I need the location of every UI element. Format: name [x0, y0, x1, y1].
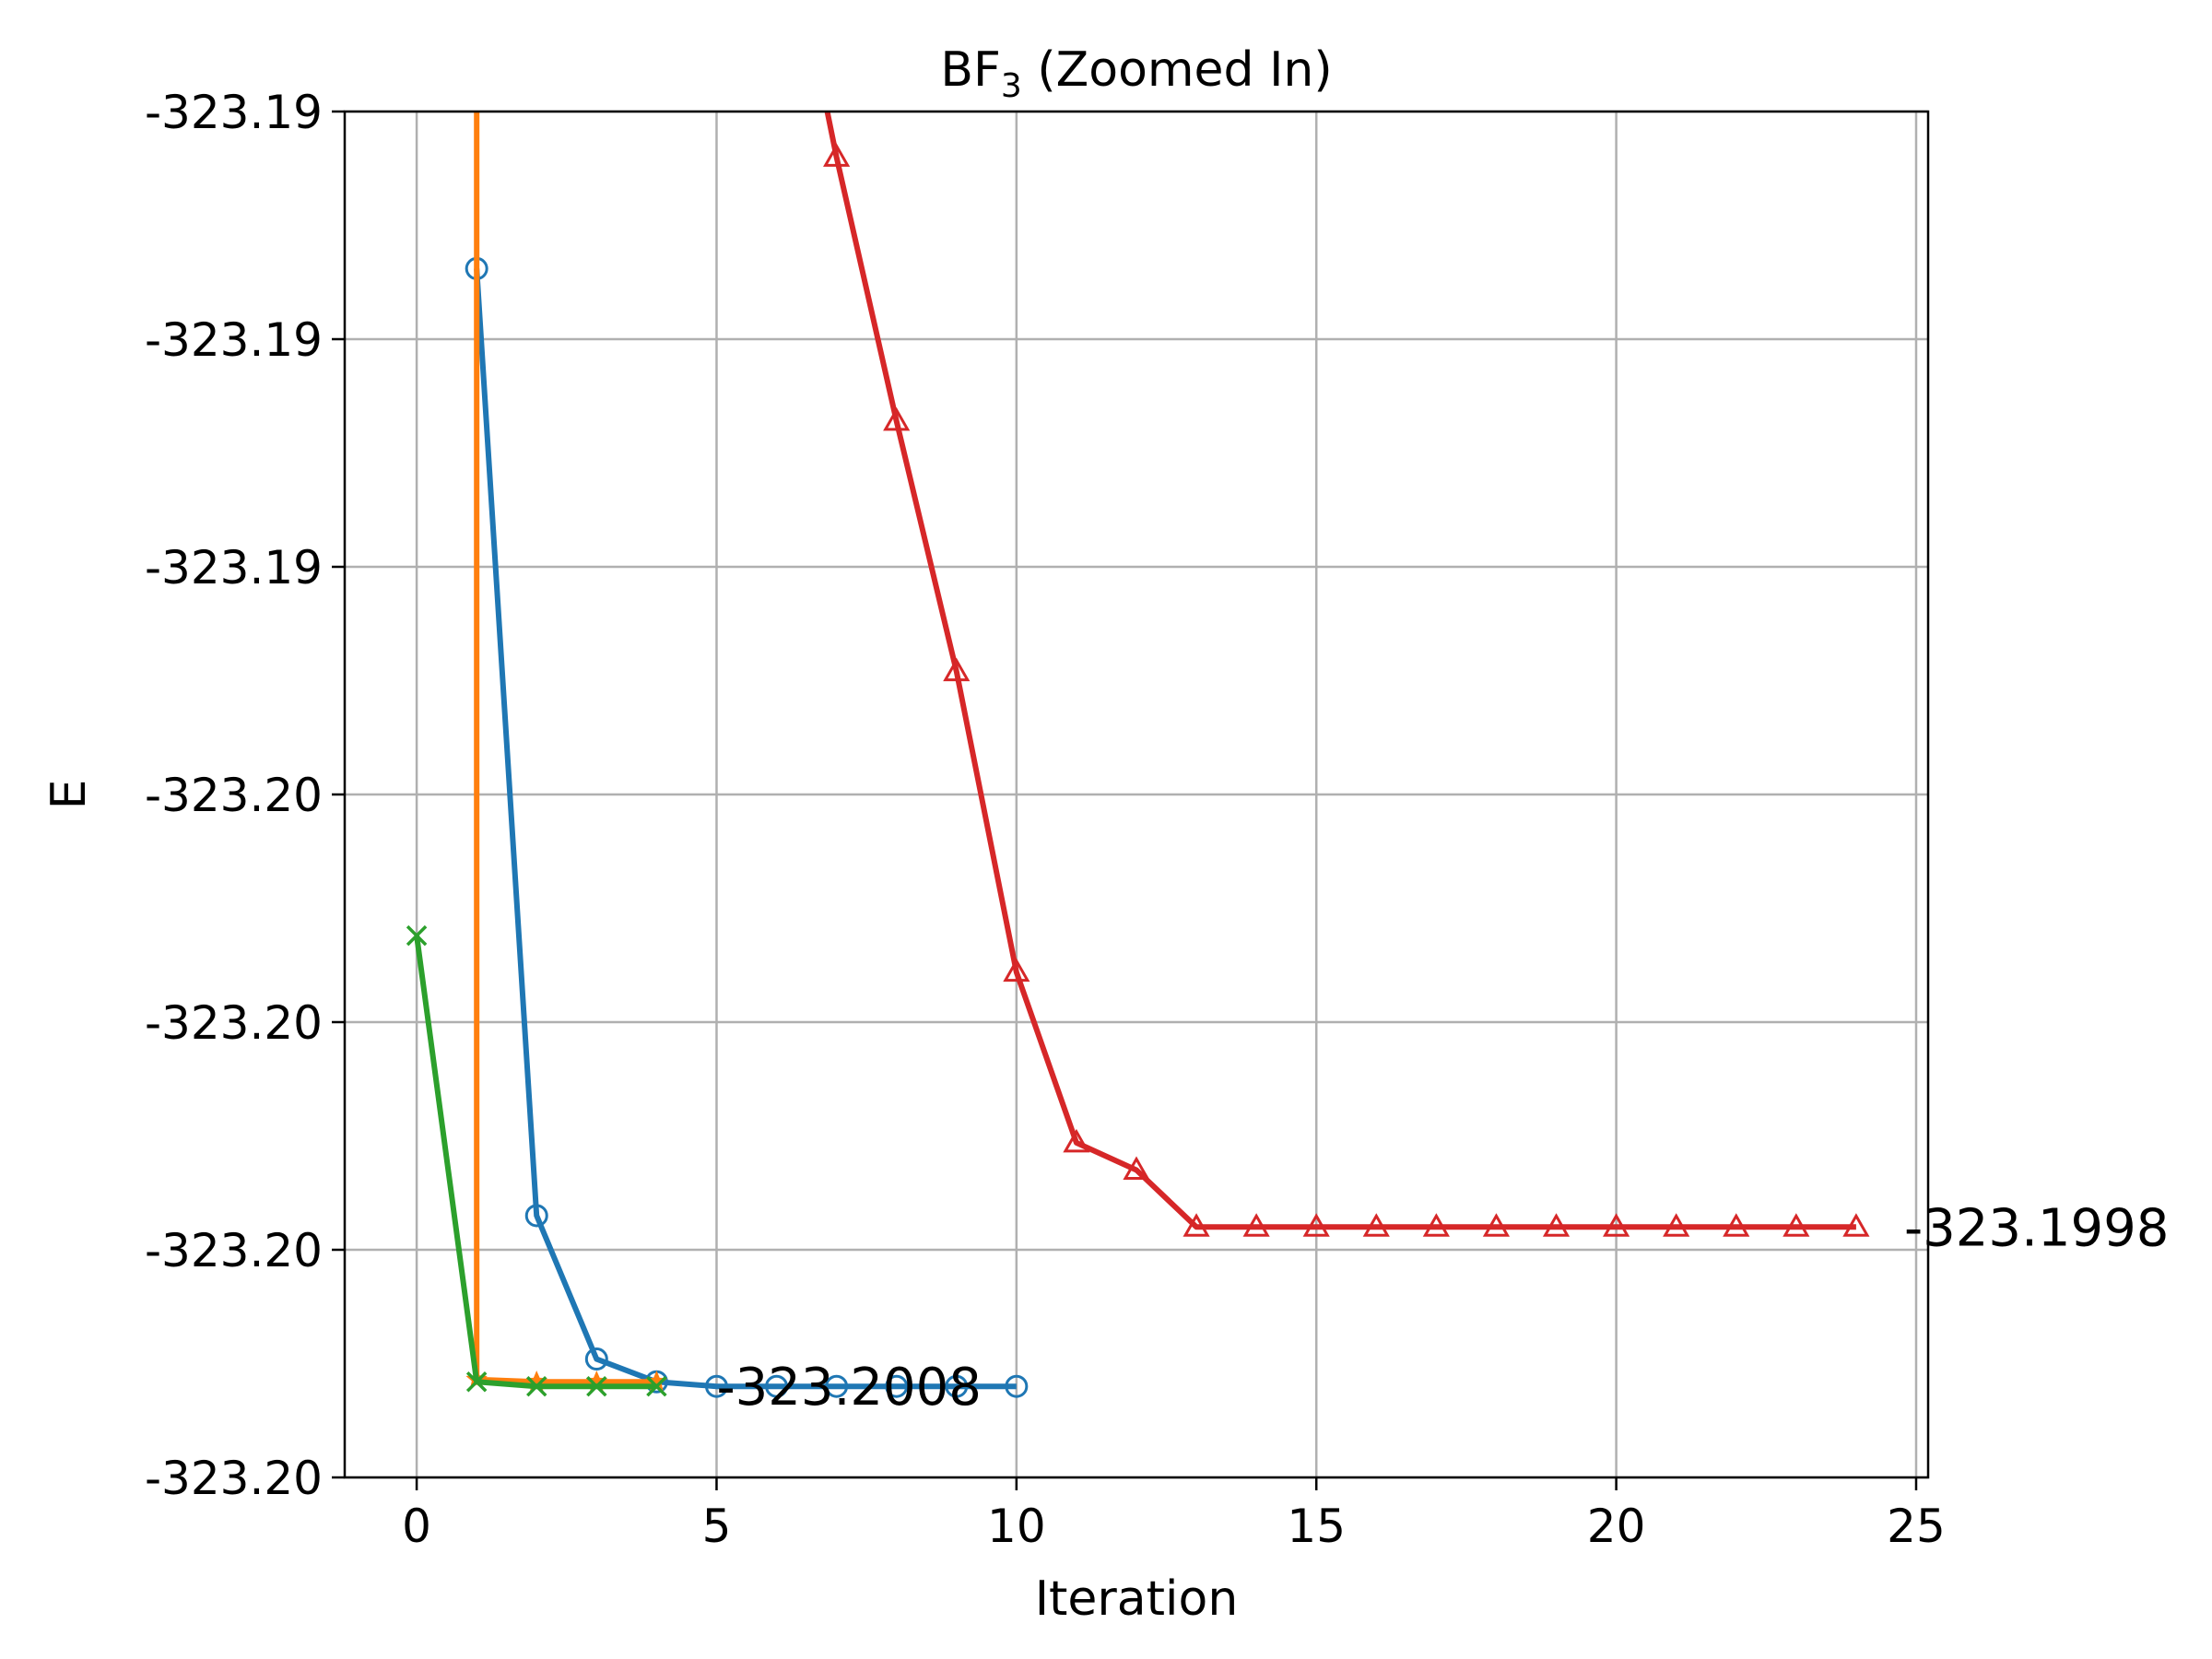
series-3: [823, 112, 1870, 1237]
series-3-point: [943, 657, 971, 682]
x-tick-label: 0: [402, 1500, 431, 1553]
series-2-point: [646, 1375, 667, 1397]
series-2-point: [465, 1371, 488, 1393]
y-tick-label: -323.19: [145, 313, 323, 367]
y-tick-label: -323.20: [145, 1452, 323, 1505]
series-3-point: [1542, 1213, 1571, 1237]
x-tick-label: 15: [1287, 1500, 1346, 1553]
x-tick-label: 10: [987, 1500, 1046, 1553]
x-axis: 0 5 10 15 20 25: [402, 1477, 1946, 1553]
series-3-point: [1663, 1213, 1690, 1237]
series-0-point: [524, 1204, 548, 1228]
series-2-line: [414, 935, 657, 1390]
series-3-point: [1003, 958, 1030, 982]
series-0-line: [474, 268, 1017, 1390]
series-3-point: [1783, 1213, 1810, 1237]
series-3-point: [1182, 1213, 1210, 1237]
series-0-point: [765, 1374, 789, 1398]
series-1: [465, 112, 668, 1392]
series-0-point: [885, 1374, 909, 1398]
series-3-point: [1723, 1213, 1750, 1237]
y-tick-label: -323.20: [145, 769, 323, 822]
series-3-point: [883, 406, 911, 431]
x-tick-label: 25: [1887, 1500, 1946, 1553]
series-0-point: [584, 1347, 608, 1371]
series-3-point: [1422, 1213, 1450, 1237]
series-3-point: [1603, 1213, 1630, 1237]
grid: [345, 110, 1928, 1479]
y-tick-label: -323.19: [145, 86, 323, 139]
series-0: [465, 256, 1029, 1398]
y-tick-label: -323.20: [145, 996, 323, 1050]
series-3-line: [824, 112, 1856, 1230]
value-annotation: -323.2008: [716, 1358, 981, 1418]
series-2-point: [526, 1375, 547, 1397]
series-0-point: [825, 1374, 849, 1398]
series-layer: [406, 112, 1870, 1398]
y-axis: -323.19 -323.19 -323.19 -323.20 -323.20 -323.…: [145, 86, 345, 1505]
y-tick-label: -323.20: [145, 1224, 323, 1277]
chart-title: BF3 (Zoomed In): [940, 42, 1332, 105]
value-annotation: -323.1998: [1904, 1198, 2169, 1258]
y-tick-label: -323.19: [145, 541, 323, 594]
series-0-point: [1005, 1374, 1029, 1398]
series-3-point: [1242, 1213, 1270, 1237]
series-3-point: [1842, 1213, 1870, 1237]
series-3-point: [1123, 1156, 1150, 1181]
series-0-point: [945, 1374, 969, 1398]
series-3-point: [1482, 1213, 1511, 1237]
series-3-point: [1063, 1128, 1090, 1153]
y-axis-title: E: [41, 780, 97, 810]
series-2-point: [406, 924, 428, 947]
x-tick-label: 20: [1587, 1500, 1646, 1553]
x-axis-title: Iteration: [1035, 1571, 1239, 1627]
series-3-point: [823, 143, 851, 167]
series-2: [406, 924, 667, 1397]
series-0-point: [704, 1374, 728, 1398]
series-2-point: [586, 1375, 607, 1397]
series-3-point: [1302, 1213, 1330, 1237]
series-3-point: [1362, 1213, 1390, 1237]
annotations: -323.2008 -323.1998: [716, 1198, 2169, 1418]
x-tick-label: 5: [702, 1500, 732, 1553]
